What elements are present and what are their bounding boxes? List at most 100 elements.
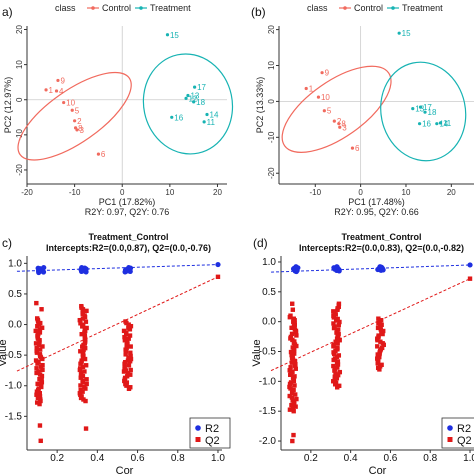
q2-point <box>82 333 88 338</box>
point-label: 10 <box>321 93 330 102</box>
y-tick-label: -20 <box>15 164 24 176</box>
y-tick-label: -10 <box>15 129 24 141</box>
q2-point <box>124 345 129 351</box>
q2-point <box>84 308 89 314</box>
y-tick-label: -2.0 <box>259 436 277 447</box>
q2-point <box>34 400 40 405</box>
q2-point <box>37 390 42 396</box>
q2-point <box>379 362 384 368</box>
q2-point <box>39 383 44 388</box>
y-tick-label: 10 <box>15 60 24 69</box>
x-tick-label: 0 <box>358 188 363 197</box>
q2-point <box>33 328 38 334</box>
legend-title: class <box>55 3 76 13</box>
q2-point <box>34 316 40 321</box>
legend-box <box>441 417 474 449</box>
data-point <box>193 85 197 89</box>
q2-point <box>79 370 84 376</box>
q2-point <box>37 352 43 357</box>
confidence-ellipse-control <box>17 71 132 161</box>
q2-point <box>128 350 133 355</box>
x-tick-label: 0.4 <box>344 453 358 464</box>
q2-point <box>34 392 39 397</box>
q2-point <box>33 358 39 363</box>
q2-point <box>77 317 83 323</box>
q2-point <box>127 333 133 338</box>
q2-point <box>126 336 131 341</box>
legend-swatch-point <box>139 6 143 10</box>
chart-subtitle: Intercepts:R2=(0.0,0.87), Q2=(0.0,-0.76) <box>46 243 211 253</box>
point-label: 17 <box>423 103 432 112</box>
data-point <box>170 115 174 119</box>
q2-point <box>37 401 42 407</box>
point-label: 2 <box>77 117 82 126</box>
x-axis-label: Cor <box>116 465 134 474</box>
q2-point <box>291 409 296 414</box>
score-plot-1: a) -20 -10 0 10 20 -20 -10 0 10 20 class Control Trea… <box>2 3 234 217</box>
q2-point <box>289 402 294 408</box>
data-point <box>202 120 206 124</box>
y-tick-label: 0.5 <box>262 287 276 298</box>
q2-point <box>122 338 128 343</box>
panel-label: (b) <box>251 5 266 19</box>
q2-point <box>294 396 299 402</box>
legend-entry-q2: Q2 <box>205 435 220 447</box>
q2-point <box>290 307 296 312</box>
q2-point <box>289 325 294 331</box>
q2-point <box>128 372 133 377</box>
q2-point <box>291 351 297 356</box>
point-label: 6 <box>101 150 106 159</box>
y-tick-label: 0 <box>267 99 276 104</box>
q2-point <box>81 397 86 402</box>
q2-point <box>78 321 83 326</box>
q2-point <box>121 328 127 334</box>
r2-point <box>377 264 383 270</box>
x-tick-label: 1.0 <box>463 453 474 464</box>
x-axis-label: PC1 (17.48%) <box>348 197 405 207</box>
point-label: 17 <box>197 83 206 92</box>
confidence-ellipse-control <box>281 65 392 153</box>
point-label: 12 <box>189 94 198 103</box>
r2-point <box>334 264 340 270</box>
q2-point <box>292 374 297 379</box>
y-tick-label: 10 <box>267 61 276 70</box>
q2-point <box>123 319 128 324</box>
q2-point <box>83 363 89 368</box>
q2-point <box>378 318 384 323</box>
q2-point <box>38 438 43 444</box>
legend-entry: Treatment <box>150 3 191 13</box>
q2-point <box>128 353 133 359</box>
q2-point <box>335 359 341 364</box>
q2-point <box>289 331 295 337</box>
data-point <box>316 95 321 99</box>
q2-point <box>215 274 221 280</box>
chart-title: Treatment_Control <box>88 232 168 242</box>
y-tick-label: -1.0 <box>259 376 277 387</box>
data-point <box>350 146 355 150</box>
q2-point <box>331 321 336 326</box>
legend-swatch-q2 <box>195 437 201 442</box>
q2-point <box>288 334 294 340</box>
q2-point <box>33 341 39 346</box>
y-tick-label: -10 <box>267 131 276 143</box>
q2-point <box>80 364 86 370</box>
y-axis-label: PC2 (12.97%) <box>3 77 13 134</box>
q2-point <box>34 366 39 371</box>
q2-point <box>336 301 342 306</box>
q2-point <box>79 358 84 363</box>
q2-point <box>35 381 40 387</box>
data-point <box>165 33 170 37</box>
point-label: 5 <box>75 106 80 115</box>
q2-point <box>37 347 43 352</box>
q2-point <box>84 325 89 331</box>
q2-point <box>288 365 293 370</box>
q2-point <box>80 350 86 356</box>
point-label: 15 <box>402 29 411 38</box>
q2-point <box>336 337 341 342</box>
q2-point <box>80 378 85 384</box>
q2-point <box>291 316 296 321</box>
point-label: 8 <box>341 120 346 129</box>
x-tick-label: 0.6 <box>131 453 145 464</box>
y-tick-label: -0.5 <box>5 350 23 361</box>
data-point <box>56 78 60 83</box>
